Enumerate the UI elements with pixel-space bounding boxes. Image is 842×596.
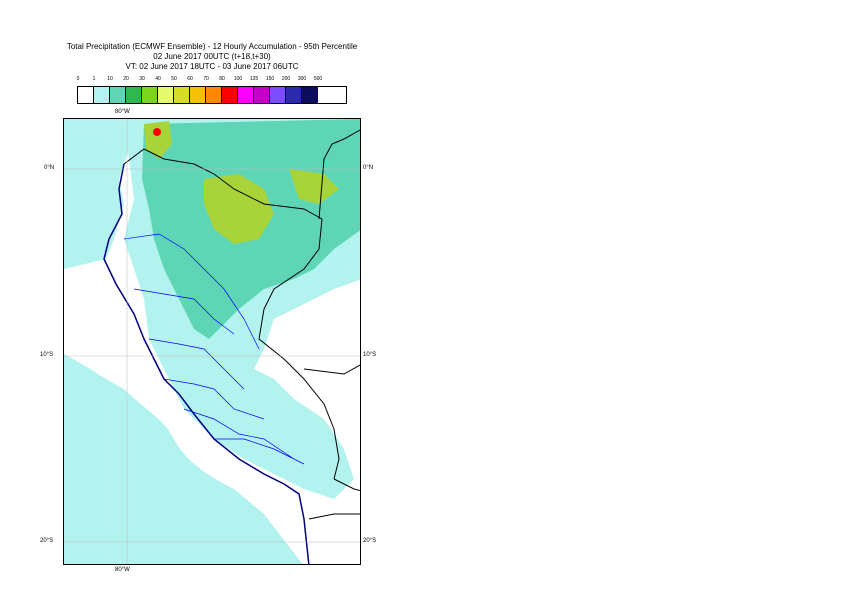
legend-label-6: 50 <box>171 76 177 82</box>
legend-swatch-13 <box>286 87 302 103</box>
precip-heavy-east <box>289 169 339 204</box>
lat-label-10-right: 10°S <box>363 352 377 358</box>
lat-label-20-left: 20°S <box>40 538 54 544</box>
legend-label-10: 100 <box>233 76 243 82</box>
legend-swatch-0 <box>78 87 94 103</box>
legend-label-12: 150 <box>265 76 275 82</box>
international-borders <box>123 129 360 520</box>
precip-heavy-west <box>144 121 172 159</box>
ocean-precip-south <box>64 354 303 564</box>
legend-labels: 0 1 10 20 30 40 50 60 70 80 100 125 150 200 300 500 <box>77 76 347 84</box>
legend-swatch-1 <box>94 87 110 103</box>
regional-borders <box>123 233 305 465</box>
legend-swatch-14 <box>302 87 318 103</box>
legend-label-3: 20 <box>123 76 129 82</box>
legend-label-5: 40 <box>155 76 161 82</box>
legend-label-13: 200 <box>281 76 291 82</box>
lat-label-20-right: 20°S <box>363 538 377 544</box>
legend-label-15: 500 <box>313 76 323 82</box>
precipitation-map <box>63 118 361 565</box>
legend-label-14: 300 <box>297 76 307 82</box>
legend-label-2: 10 <box>107 76 113 82</box>
map-title: Total Precipitation (ECMWF Ensemble) - 1… <box>0 42 424 72</box>
lat-label-0-left: 0°N <box>44 165 55 171</box>
lon-label-bottom: 80°W <box>115 567 130 573</box>
lat-label-10-left: 10°S <box>40 352 54 358</box>
legend-label-7: 60 <box>187 76 193 82</box>
legend-swatch-6 <box>174 87 190 103</box>
lon-label-top: 80°W <box>115 109 130 115</box>
legend-label-0: 0 <box>76 76 80 82</box>
legend-swatch-5 <box>158 87 174 103</box>
legend-swatch-2 <box>110 87 126 103</box>
legend-swatch-10 <box>238 87 254 103</box>
legend-swatch-11 <box>254 87 270 103</box>
legend-label-8: 70 <box>203 76 209 82</box>
legend-swatch-4 <box>142 87 158 103</box>
title-line-3: VT: 02 June 2017 18UTC - 03 June 2017 06… <box>125 62 299 71</box>
title-line-1: Total Precipitation (ECMWF Ensemble) - 1… <box>66 42 358 51</box>
legend-bar <box>77 86 347 104</box>
title-line-2: 02 June 2017 00UTC (t+18,t+30) <box>153 52 271 61</box>
precip-peak <box>153 128 161 136</box>
precip-heavy-north <box>204 174 274 244</box>
legend-swatch-3 <box>126 87 142 103</box>
legend-swatch-9 <box>222 87 238 103</box>
lat-label-0-right: 0°N <box>363 165 374 171</box>
legend-swatch-8 <box>206 87 222 103</box>
legend-label-4: 30 <box>139 76 145 82</box>
map-canvas <box>64 119 360 564</box>
color-legend: 0 1 10 20 30 40 50 60 70 80 100 125 150 200 300 500 <box>77 76 347 104</box>
legend-swatch-7 <box>190 87 206 103</box>
legend-label-11: 125 <box>249 76 259 82</box>
legend-label-1: 1 <box>92 76 96 82</box>
legend-label-9: 80 <box>219 76 225 82</box>
legend-swatch-12 <box>270 87 286 103</box>
